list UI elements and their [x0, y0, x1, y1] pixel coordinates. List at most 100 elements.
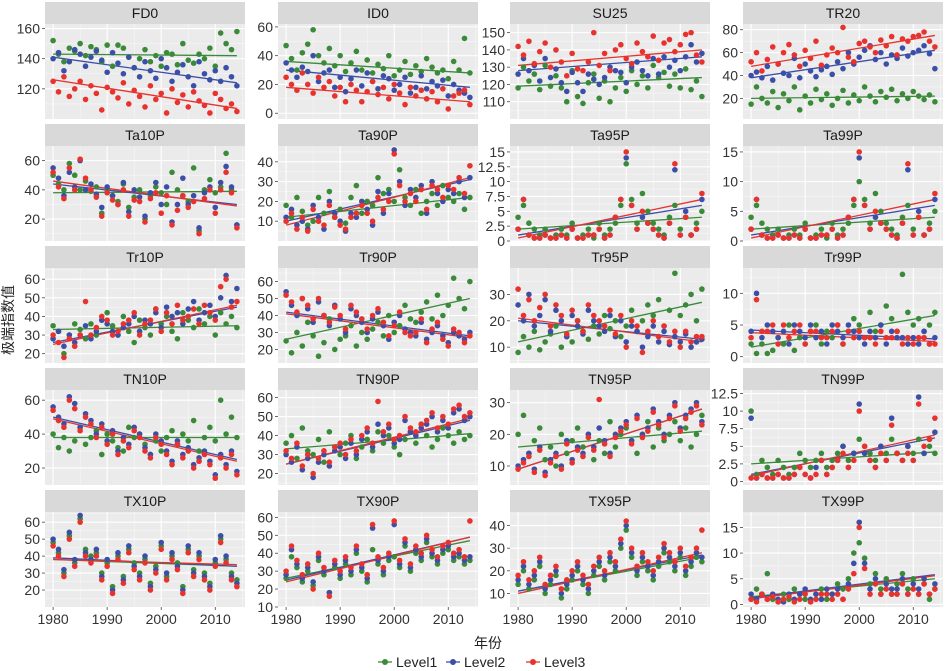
point-level3 — [813, 328, 819, 335]
point-level1 — [342, 440, 349, 447]
point-level3 — [288, 543, 295, 549]
point-level3 — [331, 444, 338, 450]
point-level3 — [136, 93, 143, 100]
point-level3 — [174, 207, 181, 214]
point-level2 — [190, 192, 197, 199]
point-level3 — [418, 316, 425, 322]
point-level3 — [775, 341, 781, 347]
point-level1 — [515, 431, 521, 438]
point-level3 — [677, 344, 684, 350]
point-level2 — [93, 48, 100, 54]
point-level3 — [807, 599, 814, 605]
point-level3 — [851, 457, 857, 464]
point-level3 — [283, 448, 289, 454]
point-level2 — [542, 296, 548, 303]
point-level3 — [655, 554, 662, 561]
point-level1 — [867, 450, 873, 457]
x-tick-label: 2000 — [379, 611, 410, 627]
point-level2 — [921, 328, 927, 335]
point-level1 — [574, 568, 581, 574]
y-tick-label: 5 — [497, 203, 505, 219]
point-level1 — [201, 55, 208, 62]
y-tick-label: 40 — [257, 48, 273, 64]
point-level3 — [315, 218, 322, 225]
point-level3 — [82, 553, 89, 559]
point-level1 — [348, 194, 354, 201]
point-level1 — [553, 323, 559, 329]
point-level1 — [461, 305, 468, 312]
point-level2 — [872, 575, 879, 582]
point-level1 — [910, 88, 917, 95]
point-level3 — [915, 401, 922, 407]
point-level3 — [115, 95, 121, 101]
point-level3 — [688, 339, 694, 345]
point-level2 — [174, 69, 181, 76]
point-level2 — [153, 75, 159, 82]
point-level2 — [125, 543, 132, 549]
point-level2 — [234, 83, 240, 89]
point-level2 — [66, 529, 73, 536]
point-level3 — [639, 349, 646, 356]
point-level3 — [402, 198, 408, 205]
point-level3 — [201, 577, 208, 583]
point-level1 — [369, 326, 376, 332]
point-level3 — [851, 196, 857, 203]
point-level2 — [212, 556, 219, 563]
point-level3 — [380, 429, 387, 435]
point-level1 — [450, 198, 457, 205]
point-level3 — [294, 440, 300, 447]
strip-background — [510, 124, 710, 146]
point-level1 — [813, 86, 819, 93]
point-level1 — [585, 79, 592, 86]
point-level2 — [375, 188, 381, 195]
point-level2 — [337, 74, 343, 81]
point-level3 — [851, 58, 857, 65]
point-level2 — [88, 54, 94, 60]
point-level1 — [337, 52, 343, 59]
point-level2 — [299, 64, 306, 70]
point-level1 — [369, 70, 376, 76]
y-tick-label: 30 — [489, 540, 505, 556]
point-level3 — [142, 104, 148, 110]
point-level3 — [93, 553, 100, 559]
point-level2 — [590, 568, 597, 574]
point-level3 — [650, 226, 657, 232]
point-level3 — [699, 333, 705, 340]
point-level3 — [153, 570, 159, 576]
point-level1 — [547, 581, 554, 588]
point-level1 — [888, 315, 895, 322]
point-level3 — [596, 317, 602, 324]
point-level2 — [82, 63, 89, 70]
point-level3 — [125, 213, 132, 219]
y-tick-label: 160 — [17, 21, 41, 37]
point-level1 — [682, 425, 689, 431]
point-level3 — [650, 33, 657, 39]
point-level3 — [369, 312, 376, 319]
strip-background — [278, 246, 478, 268]
point-level1 — [878, 586, 884, 592]
point-level1 — [201, 321, 208, 327]
point-level2 — [612, 67, 619, 74]
point-level2 — [682, 54, 689, 60]
point-level1 — [109, 322, 116, 329]
point-level1 — [650, 312, 657, 319]
panel-title: Ta90P — [358, 127, 398, 143]
panel-title: Tr90P — [359, 249, 397, 265]
point-level1 — [666, 83, 673, 89]
point-level2 — [759, 334, 765, 341]
point-level3 — [82, 414, 89, 420]
point-level2 — [677, 549, 684, 556]
point-level1 — [380, 440, 387, 447]
point-level3 — [851, 570, 857, 577]
point-level3 — [590, 563, 597, 570]
point-level2 — [153, 179, 159, 186]
point-level1 — [845, 100, 852, 106]
point-level2 — [136, 73, 143, 80]
point-level3 — [386, 198, 392, 205]
y-tick-label: 10 — [722, 285, 738, 301]
point-level3 — [526, 296, 532, 303]
panel-title: Ta99P — [823, 127, 863, 143]
point-level3 — [585, 59, 592, 65]
point-level3 — [50, 407, 56, 414]
y-tick-label: 40 — [24, 308, 40, 324]
